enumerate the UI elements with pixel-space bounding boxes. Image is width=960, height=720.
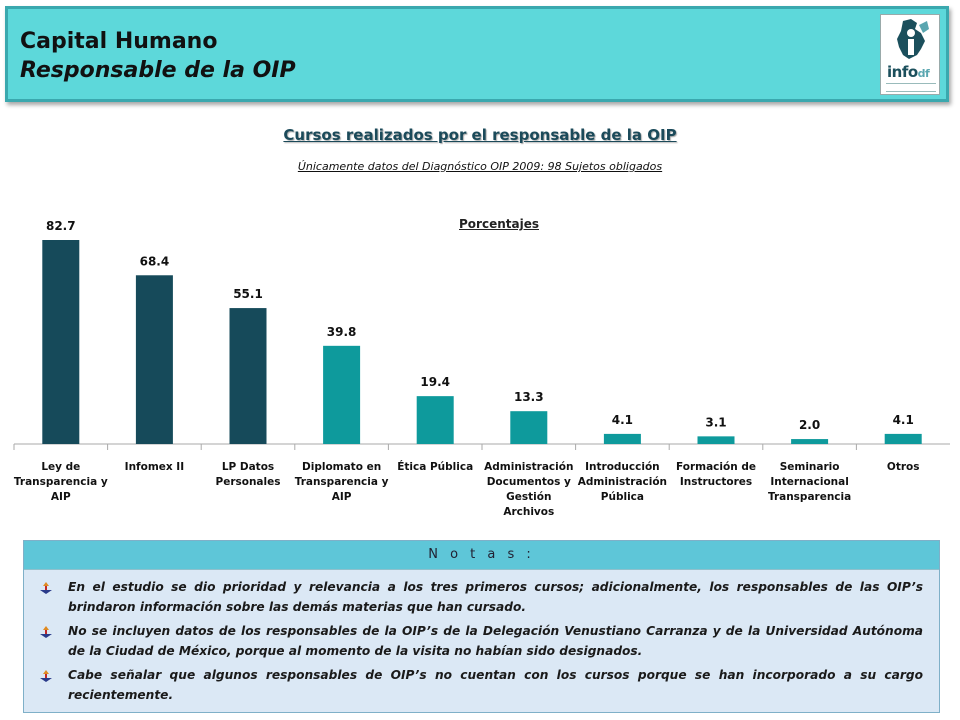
- notes-heading: N o t a s :: [24, 541, 939, 570]
- infodf-logo: infodf: [880, 14, 940, 95]
- arrow-bullet-icon: [40, 626, 52, 638]
- data-label: 55.1: [233, 287, 263, 301]
- category-label: LP Datos Personales: [216, 461, 281, 488]
- bar-4: [323, 345, 361, 444]
- category-label: Administración Documentos y Gestión Archivo…: [484, 461, 573, 518]
- category-label: Seminario Internacional Transparencia: [768, 461, 851, 503]
- bar-5: [416, 396, 454, 444]
- bar-3: [229, 308, 267, 444]
- category-label: Formación de Instructores: [676, 461, 756, 488]
- logo-text: infodf: [887, 63, 930, 81]
- bar-2: [135, 275, 173, 444]
- bar-chart: 82.7 Ley de Transparencia y AIP 68.4 Infomex …: [13, 219, 950, 518]
- data-label: 4.1: [893, 413, 914, 427]
- category-label: Introducción Administración Pública: [578, 461, 667, 503]
- data-label: 2.0: [799, 418, 820, 432]
- category-label: Diplomato en Transparencia y AIP: [295, 461, 389, 503]
- arrow-bullet-icon: [40, 582, 52, 594]
- data-label: 82.7: [46, 219, 76, 233]
- arrow-bullet-icon: [40, 670, 52, 682]
- map-logo-icon: [897, 19, 929, 59]
- category-label: Otros: [887, 461, 920, 473]
- category-label: Ley de Transparencia y AIP: [14, 461, 108, 503]
- bar-1: [42, 240, 80, 444]
- header-banner: Capital Humano Responsable de la OIP inf…: [5, 6, 949, 102]
- data-label: 3.1: [705, 415, 726, 429]
- chart-title: Cursos realizados por el responsable de …: [283, 126, 677, 144]
- chart-subtitle: Únicamente datos del Diagnóstico OIP 200…: [297, 160, 663, 173]
- note-item: En el estudio se dio prioridad y relevan…: [40, 578, 923, 617]
- logo-caption-lines: [886, 83, 936, 92]
- bar-9: [791, 439, 829, 444]
- bar-10: [884, 433, 922, 444]
- data-label: 19.4: [420, 375, 450, 389]
- unit-label: Porcentajes: [459, 217, 539, 231]
- data-label: 13.3: [514, 390, 544, 404]
- bar-7: [603, 433, 641, 444]
- notes-list: En el estudio se dio prioridad y relevan…: [24, 570, 939, 705]
- data-label: 39.8: [327, 325, 357, 339]
- category-label: Infomex II: [125, 461, 184, 473]
- header-subtitle: Responsable de la OIP: [20, 58, 296, 83]
- note-item: No se incluyen datos de los responsables…: [40, 622, 923, 661]
- bar-6: [510, 411, 548, 444]
- note-item: Cabe señalar que algunos responsables de…: [40, 666, 923, 705]
- data-label: 68.4: [140, 254, 170, 268]
- data-label: 4.1: [612, 413, 633, 427]
- bar-8: [697, 436, 735, 444]
- header-title: Capital Humano: [20, 29, 218, 54]
- category-label: Ética Pública: [397, 460, 473, 473]
- notes-box: N o t a s : En el estudio se dio priorid…: [23, 540, 940, 713]
